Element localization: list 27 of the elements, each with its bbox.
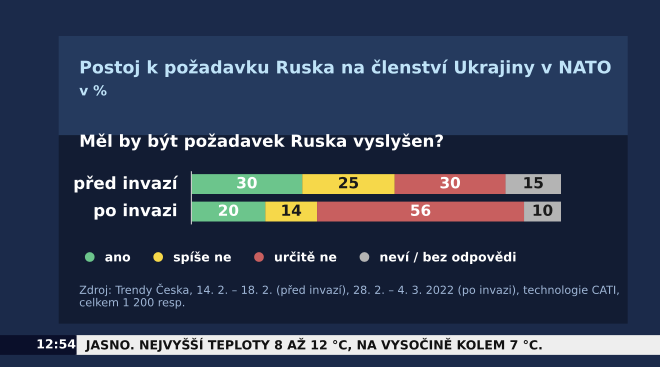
legend-label: ano bbox=[105, 254, 130, 262]
text: Zdroj: Trendy Česka, 14. 2. – 18. 2. (před invazí), 28. 2. – 4. 3. 2022 (po invazi), technologie CATI, celkem 1 200 resp. bbox=[80, 284, 619, 309]
bar bbox=[191, 174, 302, 194]
bar bbox=[394, 174, 506, 194]
y-tick-label: po invazi bbox=[94, 204, 176, 220]
chart-subtitle: v % bbox=[79, 85, 107, 96]
bar bbox=[302, 174, 395, 194]
data-label: 15 bbox=[524, 177, 543, 188]
chart-title: Postoj k požadavku Ruska na členství Ukrajiny v NATO bbox=[80, 60, 611, 78]
text: Měl by být požadavek Ruska vyslyšen? bbox=[80, 133, 443, 150]
text: 12:54 bbox=[38, 339, 76, 349]
bar bbox=[265, 202, 318, 222]
bar bbox=[506, 174, 561, 194]
data-label: 56 bbox=[411, 204, 430, 216]
legend-label: neví / bez odpovědi bbox=[380, 251, 516, 264]
y-tick-label: před invazí bbox=[74, 176, 178, 192]
legend-label: spíše ne bbox=[174, 251, 231, 264]
text: JASNO. NEJVYŠŠÍ TEPLOTY 8 AŽ 12 °C, NA VYSOČINĚ KOLEM 7 °C. bbox=[85, 338, 542, 352]
data-label: 20 bbox=[218, 204, 238, 216]
data-label: 25 bbox=[339, 176, 358, 188]
bar bbox=[191, 202, 266, 222]
legend-label: určitě ne bbox=[274, 251, 336, 262]
data-label: 30 bbox=[440, 176, 460, 188]
data-label: 10 bbox=[534, 204, 552, 216]
data-label: 30 bbox=[237, 176, 257, 188]
bar bbox=[317, 202, 524, 222]
data-label: 14 bbox=[282, 204, 302, 216]
